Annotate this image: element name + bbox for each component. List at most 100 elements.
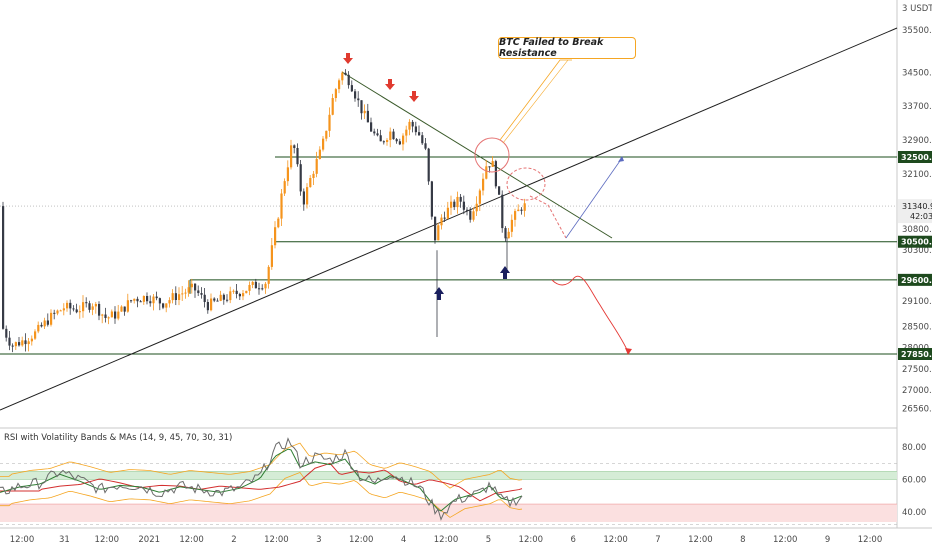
current-price-tag — [898, 199, 932, 224]
candle-body — [219, 294, 222, 301]
retest-circle — [506, 167, 546, 201]
candle-body — [107, 317, 110, 319]
candle-body — [264, 283, 267, 289]
candle-body — [485, 166, 488, 179]
candle-body — [56, 310, 59, 314]
candle-body — [69, 302, 72, 309]
candle-body — [142, 296, 145, 302]
price-tick-label: 28500.00 — [902, 322, 932, 332]
current-price-label: 31340.91 — [902, 202, 932, 211]
level-tag-label: 27850.00 — [901, 350, 932, 359]
candle-body — [181, 293, 184, 295]
candle-body — [149, 301, 152, 304]
candle-body — [498, 186, 501, 195]
candle-body — [379, 135, 382, 142]
time-tick-label: 8 — [740, 535, 745, 545]
time-tick-label: 12:00 — [349, 535, 374, 545]
level-tag-label: 32500.00 — [901, 153, 932, 162]
up-arrow-stem — [437, 294, 441, 300]
candle-body — [78, 311, 81, 313]
candle-body — [424, 143, 427, 149]
candle-body — [85, 302, 88, 304]
candle-body — [325, 130, 328, 139]
candle-body — [363, 110, 366, 114]
annotation-text: BTC Failed to Break Resistance — [499, 37, 604, 59]
rsi-slow-ma — [0, 462, 523, 502]
candle-body — [24, 340, 27, 345]
candle-body — [376, 133, 379, 136]
candle-body — [482, 178, 485, 191]
candle-body — [514, 211, 517, 220]
candle-body — [165, 303, 168, 308]
candle-body — [386, 140, 389, 143]
candle-body — [155, 296, 158, 299]
level-tag — [898, 235, 932, 248]
candle-body — [504, 228, 507, 239]
down-arrow-icon — [385, 84, 395, 90]
candle-body — [130, 300, 133, 302]
candle-body — [190, 283, 193, 288]
candle-body — [98, 303, 101, 316]
time-tick-label: 12:00 — [434, 535, 459, 545]
candle-body — [210, 298, 213, 311]
currency-label: 3 USDT — [902, 4, 932, 14]
candle-body — [357, 98, 360, 101]
rsi-green-zone — [0, 471, 897, 480]
down-arrow-icon — [409, 96, 419, 102]
candle-body — [171, 293, 174, 301]
candle-body — [229, 291, 232, 301]
price-tick-label: 29100.00 — [902, 297, 932, 307]
up-arrow-icon — [434, 287, 444, 294]
candle-body — [430, 181, 433, 217]
price-tick-label: 35500.00 — [902, 26, 932, 36]
candle-body — [334, 89, 337, 99]
price-tick-label: 27500.00 — [902, 365, 932, 375]
countdown-label: 42:03 — [910, 212, 932, 221]
candle-body — [270, 245, 273, 267]
candle-body — [162, 303, 165, 308]
candle-body — [136, 298, 139, 302]
up-arrow-icon — [500, 266, 510, 273]
down-arrow-stem — [388, 79, 392, 84]
candle-body — [82, 302, 85, 312]
rsi-tick-label: 40.00 — [902, 508, 926, 518]
candle-body — [360, 100, 363, 114]
candle-body — [395, 139, 398, 142]
candle-body — [318, 149, 321, 159]
candle-body — [30, 338, 33, 342]
candle-body — [434, 216, 437, 241]
candle-body — [328, 114, 331, 131]
candle-body — [421, 135, 424, 144]
candle-body — [398, 141, 401, 145]
bullish-projection — [565, 157, 623, 239]
candle-body — [366, 110, 369, 123]
candle-body — [370, 122, 373, 132]
candle-body — [469, 210, 472, 220]
candle-body — [75, 309, 78, 313]
candle-body — [213, 298, 216, 301]
candle-body — [8, 337, 11, 346]
indicator-title: RSI with Volatility Bands & MAs (14, 9, … — [4, 433, 233, 443]
candle-body — [344, 72, 347, 75]
down-arrow-stem — [412, 91, 416, 96]
candle-body — [373, 131, 376, 134]
candle-body — [40, 324, 43, 327]
level-tag — [898, 273, 932, 286]
rsi-line — [0, 437, 523, 521]
candle-body — [411, 121, 414, 127]
candle-body — [206, 302, 209, 311]
bearish-arrow-head — [625, 348, 632, 355]
candle-body — [402, 135, 405, 145]
candle-body — [235, 290, 238, 294]
time-tick-label: 6 — [570, 535, 575, 545]
candle-body — [475, 203, 478, 212]
down-arrow-stem — [346, 53, 350, 58]
level-tag — [898, 151, 932, 163]
candle-body — [520, 209, 523, 211]
candle-body — [267, 266, 270, 284]
candle-body — [453, 201, 456, 208]
candle-body — [194, 283, 197, 291]
candle-body — [245, 290, 248, 294]
